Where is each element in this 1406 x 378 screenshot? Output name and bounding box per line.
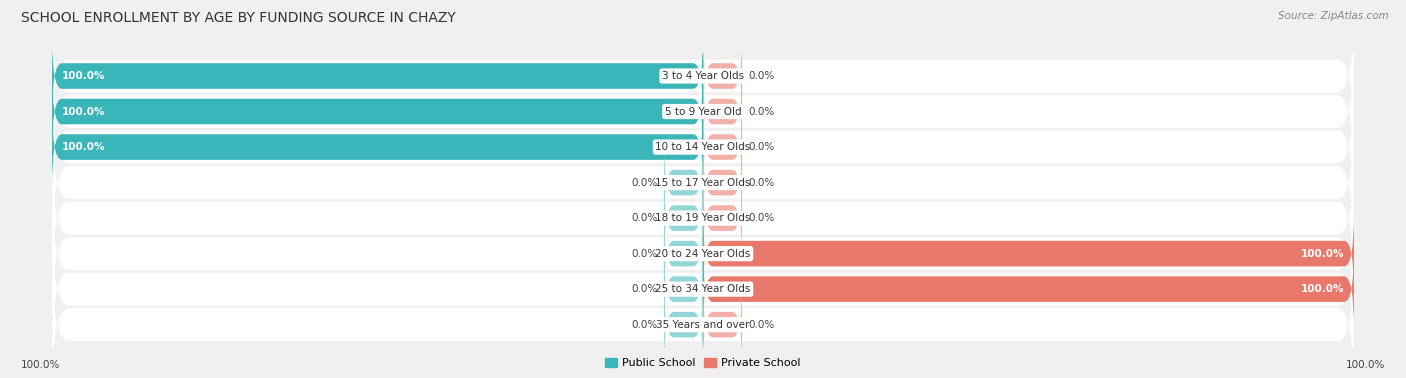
Text: 0.0%: 0.0% <box>748 320 775 330</box>
Text: 0.0%: 0.0% <box>748 213 775 223</box>
Text: 35 Years and over: 35 Years and over <box>657 320 749 330</box>
Text: 18 to 19 Year Olds: 18 to 19 Year Olds <box>655 213 751 223</box>
FancyBboxPatch shape <box>664 142 703 223</box>
Text: 25 to 34 Year Olds: 25 to 34 Year Olds <box>655 284 751 294</box>
FancyBboxPatch shape <box>703 178 742 259</box>
Text: 0.0%: 0.0% <box>748 71 775 81</box>
Text: SCHOOL ENROLLMENT BY AGE BY FUNDING SOURCE IN CHAZY: SCHOOL ENROLLMENT BY AGE BY FUNDING SOUR… <box>21 11 456 25</box>
FancyBboxPatch shape <box>703 36 742 116</box>
FancyBboxPatch shape <box>703 284 742 365</box>
Text: 100.0%: 100.0% <box>21 361 60 370</box>
Text: 100.0%: 100.0% <box>62 107 105 116</box>
Text: 100.0%: 100.0% <box>1301 284 1344 294</box>
FancyBboxPatch shape <box>52 71 703 152</box>
Text: 0.0%: 0.0% <box>631 249 658 259</box>
Text: 100.0%: 100.0% <box>1346 361 1385 370</box>
Text: 0.0%: 0.0% <box>631 284 658 294</box>
FancyBboxPatch shape <box>703 213 1354 294</box>
FancyBboxPatch shape <box>52 252 1354 378</box>
Text: 0.0%: 0.0% <box>748 142 775 152</box>
Text: 100.0%: 100.0% <box>1301 249 1344 259</box>
FancyBboxPatch shape <box>52 74 1354 220</box>
FancyBboxPatch shape <box>703 107 742 187</box>
FancyBboxPatch shape <box>703 71 742 152</box>
Text: Source: ZipAtlas.com: Source: ZipAtlas.com <box>1278 11 1389 21</box>
Legend: Public School, Private School: Public School, Private School <box>600 353 806 372</box>
Text: 0.0%: 0.0% <box>748 107 775 116</box>
Text: 15 to 17 Year Olds: 15 to 17 Year Olds <box>655 178 751 187</box>
FancyBboxPatch shape <box>52 107 703 187</box>
Text: 3 to 4 Year Olds: 3 to 4 Year Olds <box>662 71 744 81</box>
Text: 10 to 14 Year Olds: 10 to 14 Year Olds <box>655 142 751 152</box>
FancyBboxPatch shape <box>52 3 1354 149</box>
Text: 0.0%: 0.0% <box>631 320 658 330</box>
FancyBboxPatch shape <box>703 142 742 223</box>
FancyBboxPatch shape <box>664 249 703 330</box>
FancyBboxPatch shape <box>52 217 1354 362</box>
FancyBboxPatch shape <box>52 181 1354 326</box>
Text: 0.0%: 0.0% <box>631 178 658 187</box>
FancyBboxPatch shape <box>664 178 703 259</box>
FancyBboxPatch shape <box>52 110 1354 255</box>
Text: 0.0%: 0.0% <box>631 213 658 223</box>
FancyBboxPatch shape <box>52 39 1354 184</box>
Text: 100.0%: 100.0% <box>62 142 105 152</box>
Text: 0.0%: 0.0% <box>748 178 775 187</box>
Text: 100.0%: 100.0% <box>62 71 105 81</box>
FancyBboxPatch shape <box>664 284 703 365</box>
FancyBboxPatch shape <box>703 249 1354 330</box>
Text: 20 to 24 Year Olds: 20 to 24 Year Olds <box>655 249 751 259</box>
FancyBboxPatch shape <box>52 36 703 116</box>
FancyBboxPatch shape <box>664 213 703 294</box>
Text: 5 to 9 Year Old: 5 to 9 Year Old <box>665 107 741 116</box>
FancyBboxPatch shape <box>52 146 1354 291</box>
